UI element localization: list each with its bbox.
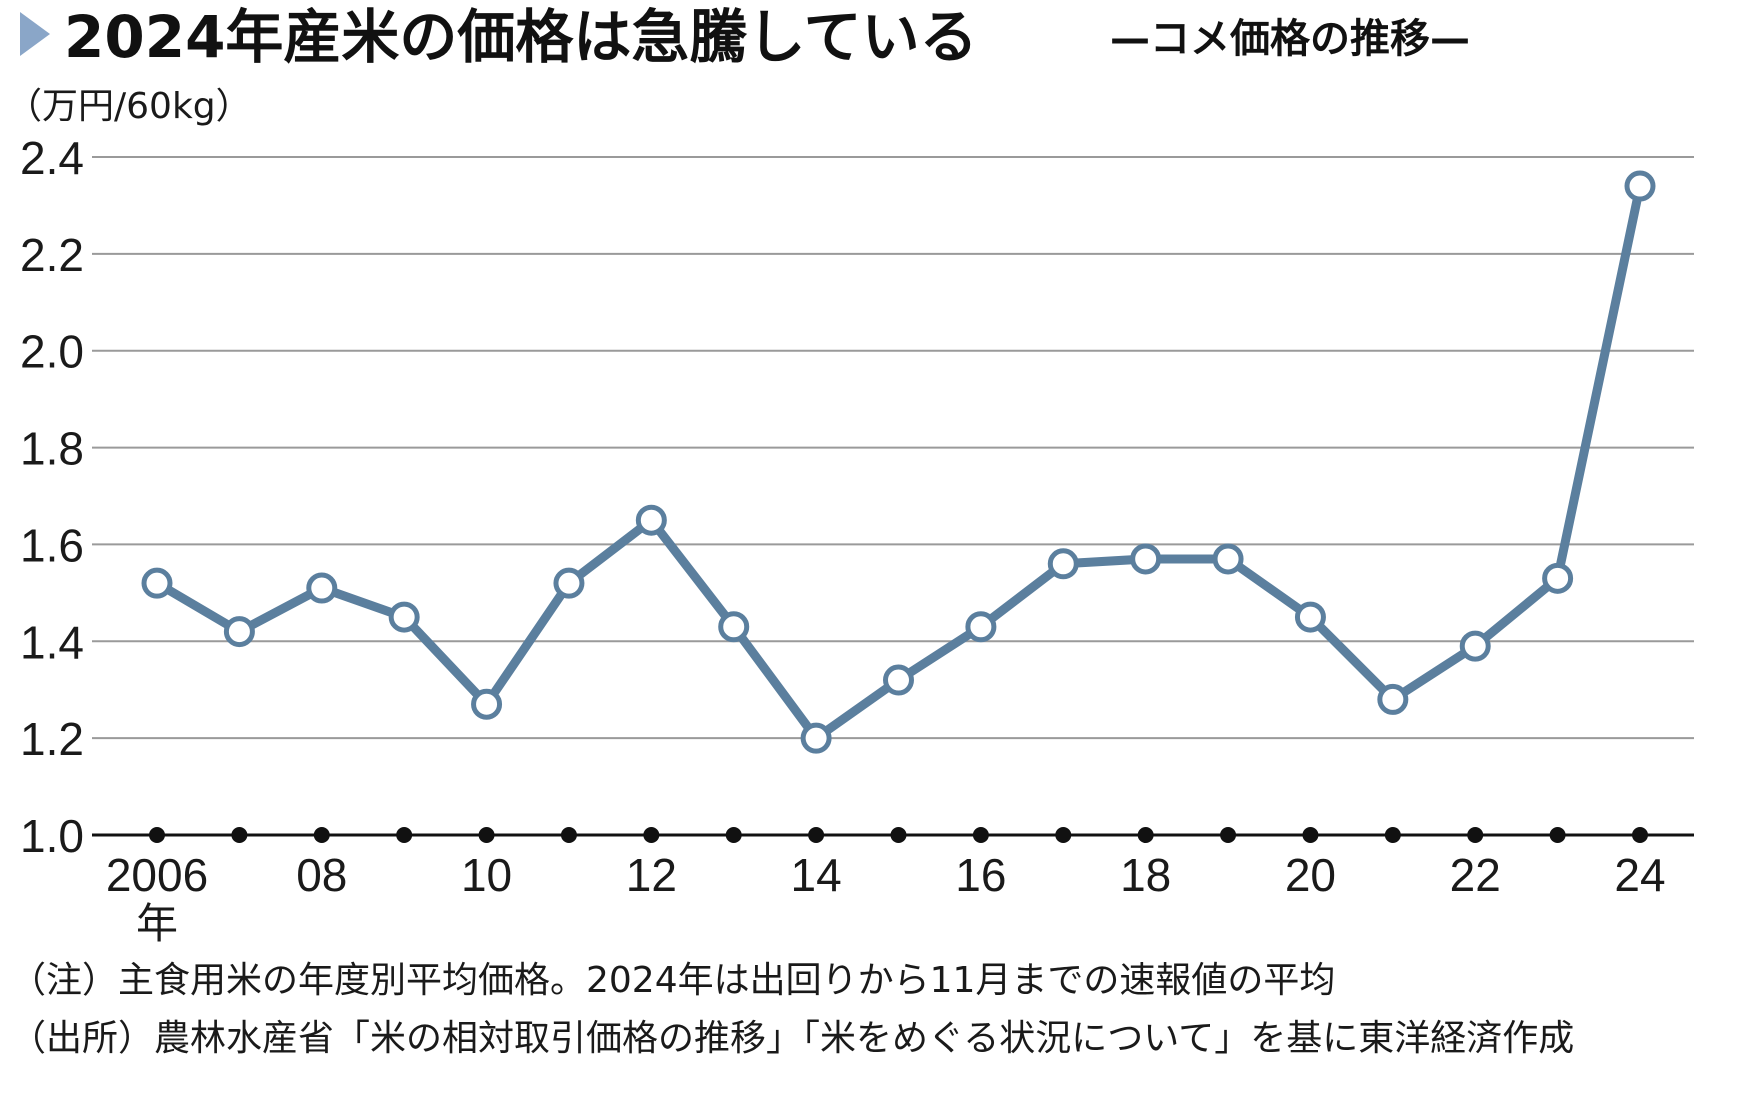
data-point <box>388 601 420 633</box>
chart-title: 2024年産米の価格は急騰している <box>64 3 978 71</box>
data-point <box>1377 683 1409 715</box>
chart-source: （出所）農林水産省「米の相対取引価格の推移」「米をめぐる状況について」を基に東洋… <box>10 1018 1574 1059</box>
data-point <box>306 572 338 604</box>
gridlines <box>92 156 1694 740</box>
data-point <box>718 611 750 643</box>
x-tick-dot <box>478 827 495 843</box>
data-point <box>223 616 255 648</box>
x-tick-dot <box>1220 827 1237 843</box>
x-tick-dot <box>149 827 165 843</box>
x-tick-dot <box>643 827 660 843</box>
x-tick-label: 24 <box>1614 849 1665 901</box>
x-tick-label: 14 <box>791 849 842 901</box>
data-point <box>141 567 173 599</box>
data-point <box>1624 170 1656 202</box>
y-tick-label: 1.8 <box>20 423 84 475</box>
x-tick-label: 18 <box>1120 849 1171 901</box>
x-tick-dot <box>396 827 413 843</box>
x-tick-dot <box>972 827 989 843</box>
x-tick-label: 10 <box>461 849 512 901</box>
x-tick-dot <box>1137 827 1154 843</box>
y-tick-label: 1.4 <box>20 616 84 668</box>
chart-note: （注）主食用米の年度別平均価格。2024年は出回りから11月までの速報値の平均 <box>10 960 1335 1001</box>
data-point <box>965 611 997 643</box>
x-tick-dot <box>1549 827 1566 843</box>
y-tick-label: 1.6 <box>20 519 84 571</box>
x-tick-label: 16 <box>955 849 1006 901</box>
x-tick-label: 2006 <box>106 849 208 901</box>
y-tick-label: 1.2 <box>20 713 84 765</box>
x-tick-label: 12 <box>626 849 677 901</box>
y-tick-label: 2.2 <box>20 229 84 281</box>
data-point <box>1542 562 1574 594</box>
x-tick-dot <box>1467 827 1484 843</box>
x-tick-label: 20 <box>1285 849 1336 901</box>
data-point <box>1294 601 1326 633</box>
data-point <box>800 722 832 754</box>
y-axis-ticks: 1.0 1.2 1.4 1.6 1.8 2.0 2.2 2.4 <box>20 132 84 862</box>
data-point <box>553 567 585 599</box>
chart-subtitle: —コメ価格の推移— <box>1110 16 1470 62</box>
data-point <box>635 504 667 536</box>
y-tick-label: 2.0 <box>20 326 84 378</box>
x-tick-dot <box>725 827 742 843</box>
x-tick-dot <box>808 827 825 843</box>
x-tick-label: 22 <box>1450 849 1501 901</box>
x-tick-dot <box>1632 827 1648 843</box>
y-tick-label: 2.4 <box>20 132 84 184</box>
data-point <box>883 664 914 696</box>
data-point <box>1047 548 1079 580</box>
price-series <box>141 170 1656 754</box>
data-point <box>471 688 503 720</box>
series-line <box>152 181 1645 743</box>
title-arrow-icon <box>20 12 50 56</box>
x-tick-dot <box>313 827 330 843</box>
y-axis-unit-label: （万円/60kg） <box>6 86 252 127</box>
y-tick-label: 1.0 <box>20 810 84 862</box>
x-tick-label: 08 <box>296 849 347 901</box>
x-tick-dot <box>1055 827 1072 843</box>
x-tick-dot <box>890 827 907 843</box>
x-tick-dot <box>1302 827 1319 843</box>
x-tick-dot <box>1384 827 1401 843</box>
data-point <box>1459 630 1491 662</box>
x-axis-year-suffix: 年 <box>136 899 178 948</box>
data-point <box>1212 543 1244 575</box>
x-axis-tick-dots <box>149 827 1648 843</box>
data-point <box>1130 543 1162 575</box>
x-tick-dot <box>560 827 577 843</box>
x-tick-dot <box>231 827 248 843</box>
x-axis-ticks: 2006 08 10 12 14 16 18 20 22 24 <box>106 849 1666 901</box>
